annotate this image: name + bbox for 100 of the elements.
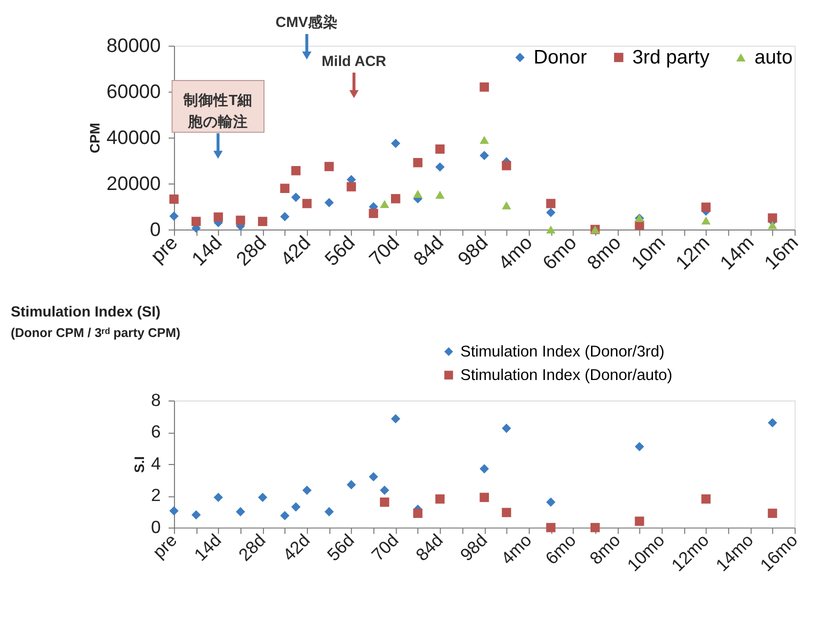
x-tick-label: 10m [627,232,670,274]
x-tick-label: 14m [716,232,758,274]
point [258,216,268,226]
x-tick-label: 84d [410,232,448,270]
point [634,516,644,526]
point [435,494,445,504]
x-tick-label: 16m [760,232,803,274]
point [280,511,290,520]
point [346,182,356,192]
x-tick-label: 56d [320,232,360,270]
x-tick-label: 6mo [538,232,582,274]
point [701,216,711,225]
point [435,190,445,199]
point [280,184,290,193]
text: CMV感染 [276,13,338,32]
point [502,201,512,210]
point [546,208,556,218]
point [291,502,301,512]
point [546,498,556,507]
x-tick-label: 6mo [541,530,580,568]
point [236,216,246,225]
point [368,208,378,218]
point [546,522,556,532]
y-tick-label: 80000 [106,35,161,58]
x-tick-label: 8mo [586,530,624,568]
point [291,166,301,176]
point [380,498,390,507]
point [391,138,400,148]
x-tick-label: 98d [456,530,492,565]
point [169,506,179,516]
point [391,194,400,204]
point [380,486,390,495]
legend-label: Stimulation Index (Donor/3rd) [460,344,664,361]
point [435,144,445,154]
x-tick-label: 42d [278,530,314,565]
point [768,418,778,428]
point [480,136,489,144]
x-tick-label: 42d [276,232,316,270]
y-tick-label: 40000 [106,126,161,149]
point [502,160,512,170]
x-tick-label: 56d [323,530,358,565]
point [302,198,312,208]
point [192,510,201,520]
point [590,522,600,532]
point [192,216,201,226]
x-tick-label: 28d [234,530,270,565]
point [634,442,644,452]
point [768,213,778,223]
point [768,508,778,518]
point [413,508,422,518]
point [546,198,556,208]
legend-label: Stimulation Index (Donor/auto) [460,366,672,384]
point [480,492,489,502]
point [391,414,400,424]
chart-title: Stimulation Index (SI) [10,304,161,320]
x-tick-label: 98d [454,232,492,270]
point [768,221,778,230]
x-tick-label: 70d [365,232,404,270]
point [324,507,334,516]
point [480,150,489,160]
y-tick-label: 0 [151,516,161,537]
point [480,464,489,474]
legend-label: Donor [534,46,588,68]
chart-subtitle: (Donor CPM / 3ʳᵈ party CPM) [10,326,180,340]
x-tick-label: 8mo [583,232,626,274]
point [701,494,711,504]
point [435,162,445,172]
y-axis-title: CPM [88,122,103,154]
x-tick-label: 14d [188,232,226,270]
point [302,486,312,495]
point [413,158,422,168]
legend-label: auto [754,46,793,68]
point [169,194,179,204]
y-tick-label: 2 [151,485,161,506]
point [324,198,334,208]
y-axis-title: S.I [132,456,148,473]
point [346,480,356,490]
y-tick-label: 0 [150,218,161,241]
point [546,225,556,234]
annotation: Mild ACR [322,54,387,70]
point [380,200,390,208]
point [368,472,378,482]
y-tick-label: 8 [151,390,161,410]
y-tick-label: 6 [151,422,161,442]
point [324,162,334,172]
x-tick-label: 70d [368,530,402,565]
point [502,424,512,433]
point [413,190,422,198]
point [701,202,711,212]
x-tick-label: 12m [672,232,714,274]
x-tick-label: 84d [412,530,447,565]
x-tick-label: 28d [232,232,271,270]
point [291,192,301,202]
x-tick-label: 4mo [497,530,536,568]
x-tick-label: 14d [190,530,226,565]
point [502,508,512,518]
point [214,212,223,222]
point [236,507,246,516]
y-tick-label: 60000 [106,81,161,104]
x-tick-label: 4mo [494,232,537,274]
